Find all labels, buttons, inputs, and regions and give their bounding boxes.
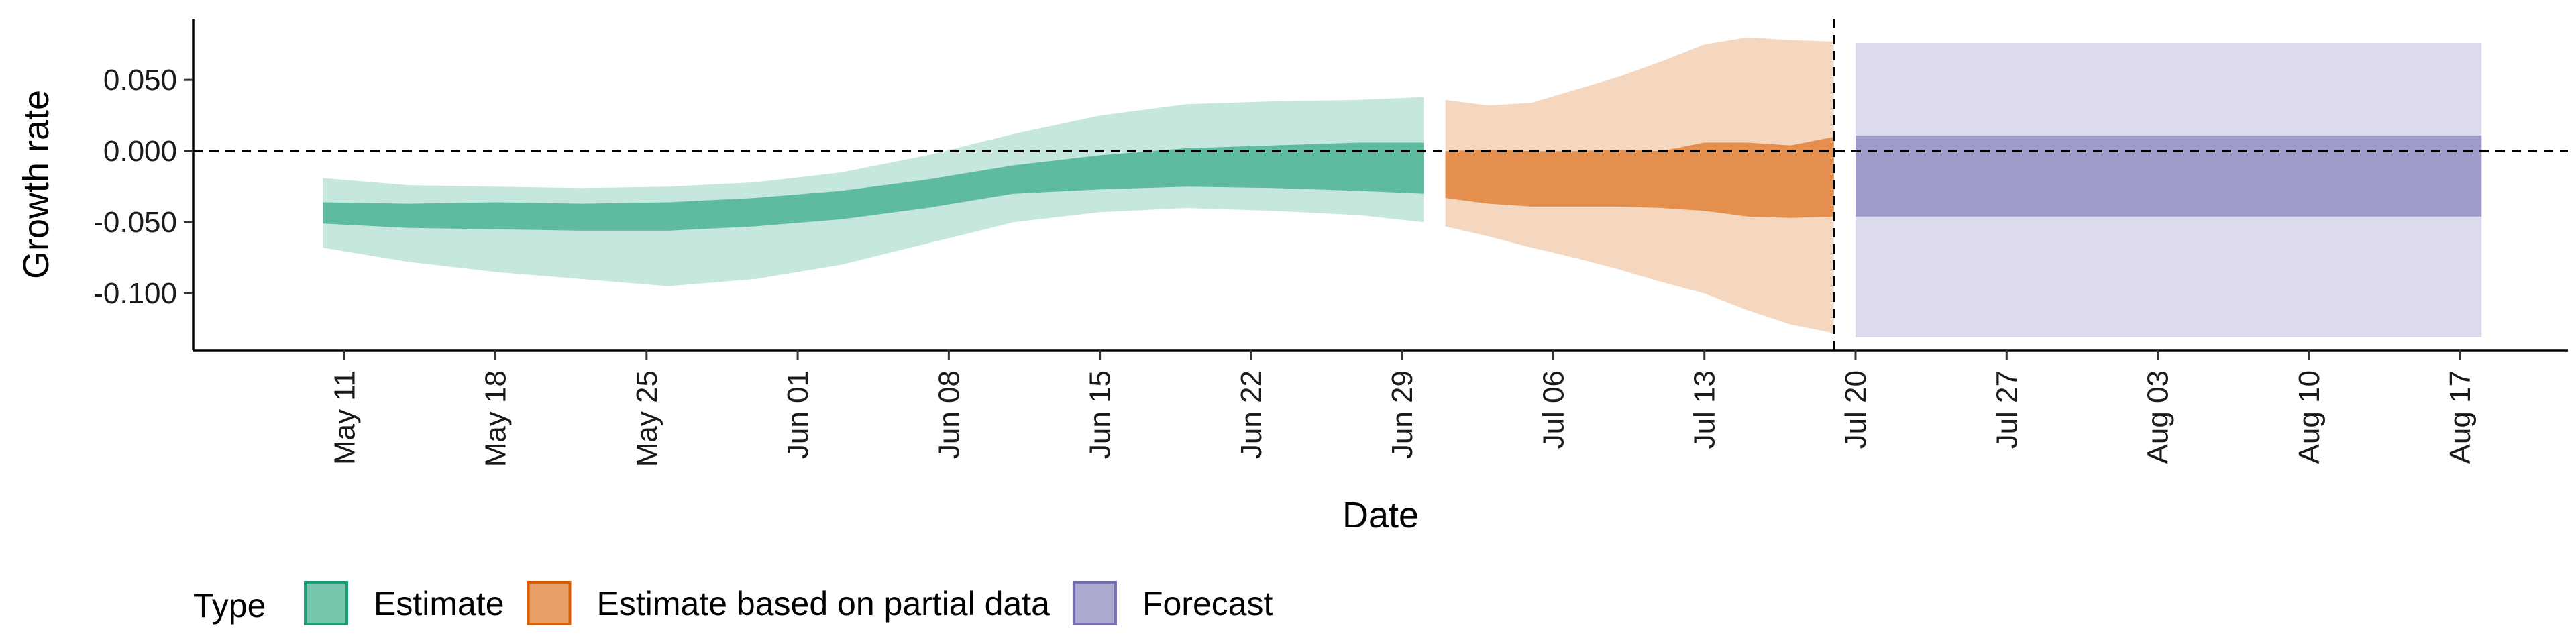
legend-title: Type	[193, 587, 266, 625]
x-tick-label: May 18	[480, 370, 513, 467]
y-ticks: 0.050 0.000 -0.050 -0.100	[93, 64, 193, 310]
axes	[192, 19, 2568, 352]
legend-key-0	[304, 581, 348, 625]
x-tick-label: Jun 15	[1084, 370, 1117, 459]
legend-label-0: Estimate	[374, 585, 504, 623]
x-axis-title: Date	[1342, 495, 1419, 535]
series-2-band-50	[1856, 135, 2482, 217]
legend-label-1: Estimate based on partial data	[597, 585, 1051, 623]
y-axis-title: Growth rate	[16, 90, 56, 279]
series-bands	[323, 37, 2482, 337]
legend-key-1	[527, 581, 572, 625]
y-tick-label: 0.000	[103, 135, 177, 168]
x-tick-label: Jul 13	[1688, 370, 1721, 449]
x-ticks: May 11 May 18 May 25 Jun 01 Jun 08 Jun 15 Jun …	[328, 350, 2477, 467]
x-tick-label: May 11	[328, 370, 361, 465]
series-1-band-50	[1445, 137, 1834, 218]
y-tick-label: -0.100	[93, 277, 177, 310]
legend: Type Estimate Estimate based on partial d…	[193, 581, 1273, 625]
x-tick-label: Jul 20	[1839, 370, 1872, 449]
x-tick-label: Jun 08	[932, 370, 965, 459]
x-tick-label: Aug 17	[2444, 370, 2477, 464]
x-tick-label: Jun 01	[782, 370, 814, 459]
x-tick-label: Aug 03	[2142, 370, 2175, 464]
x-tick-label: May 25	[631, 370, 663, 467]
y-tick-label: -0.050	[93, 206, 177, 239]
x-tick-label: Jul 06	[1537, 370, 1570, 449]
y-tick-label: 0.050	[103, 64, 177, 97]
x-tick-label: Jun 22	[1235, 370, 1268, 459]
x-tick-label: Aug 10	[2293, 370, 2326, 464]
x-tick-label: Jul 27	[1990, 370, 2023, 449]
x-tick-label: Jun 29	[1386, 370, 1419, 459]
series-0-band-50	[323, 142, 1424, 231]
reference-lines	[193, 19, 2568, 350]
legend-key-2	[1072, 581, 1117, 625]
legend-label-2: Forecast	[1142, 585, 1273, 623]
